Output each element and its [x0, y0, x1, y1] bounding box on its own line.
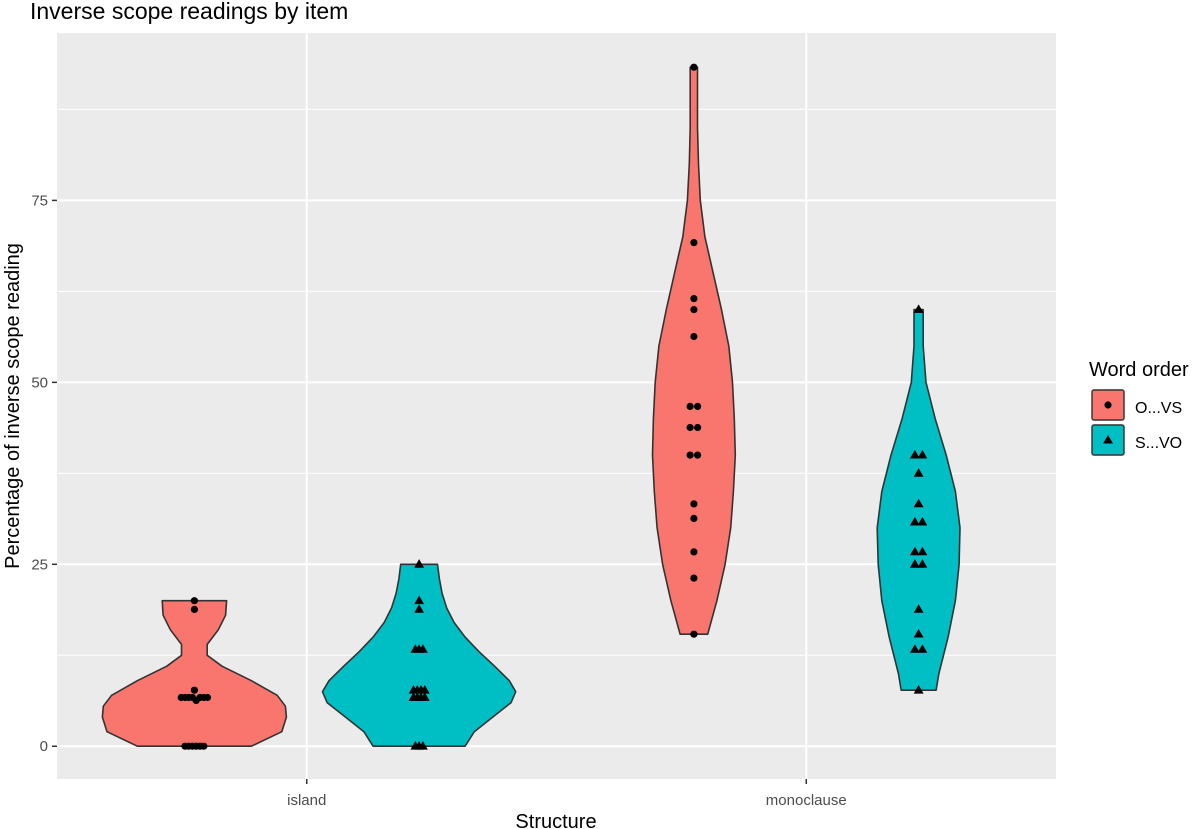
data-point [917, 644, 928, 653]
data-point [690, 306, 698, 314]
data-point [203, 693, 212, 702]
data-point [909, 559, 920, 568]
violin-ovs-island [101, 599, 288, 747]
data-point [690, 295, 698, 303]
x-tick-label: monoclause [766, 792, 847, 809]
data-point [686, 402, 694, 410]
data-point [690, 63, 698, 71]
data-point [690, 500, 698, 508]
data-point [909, 449, 920, 459]
data-point [686, 451, 694, 459]
y-tick-label: 25 [31, 556, 48, 573]
data-point [418, 741, 428, 750]
legend-title: Word order [1089, 359, 1189, 381]
data-point [192, 696, 200, 705]
y-axis: 0 25 50 75 [31, 192, 57, 755]
y-axis-title: Percentage of inverse scope reading [2, 243, 24, 569]
data-point [414, 604, 425, 613]
data-point [690, 574, 698, 582]
data-point [909, 546, 920, 556]
data-point [190, 605, 198, 614]
data-point [190, 686, 198, 694]
y-tick-label: 0 [40, 738, 48, 755]
data-point [913, 604, 924, 613]
data-point [917, 546, 928, 556]
plot-panel [57, 33, 1056, 779]
chart-title: Inverse scope readings by item [30, 0, 348, 24]
grid-lines [57, 33, 1056, 779]
x-tick-label: island [287, 792, 326, 809]
violins-layer [101, 66, 961, 747]
data-point [690, 332, 698, 341]
y-tick-label: 50 [31, 374, 48, 391]
data-point [419, 685, 430, 694]
data-point [690, 548, 698, 556]
data-point [414, 595, 425, 605]
data-point [690, 239, 698, 247]
data-point [917, 559, 928, 568]
y-tick-label: 75 [31, 192, 48, 209]
violin-svo-island [321, 563, 517, 747]
data-point [694, 451, 702, 459]
x-axis-title: Structure [515, 811, 596, 829]
points-layer [177, 63, 928, 750]
data-point [419, 692, 430, 701]
legend-label-ovs: O...VS [1135, 400, 1182, 417]
data-point [913, 304, 924, 313]
data-point [694, 423, 702, 432]
data-point [909, 644, 920, 653]
legend-marker [1103, 435, 1113, 444]
data-point [913, 629, 924, 638]
legend: Word order O...VS S...VO [1089, 359, 1189, 456]
data-point [686, 423, 694, 432]
legend-marker [1104, 401, 1112, 409]
legend-label-svo: S...VO [1135, 435, 1182, 452]
legend-keys [1091, 389, 1125, 456]
data-point [190, 597, 198, 605]
data-point [181, 742, 189, 750]
data-point [418, 644, 428, 653]
data-point [200, 742, 208, 750]
data-point [917, 516, 928, 526]
data-point [690, 514, 698, 523]
x-axis: island monoclause [287, 779, 847, 809]
data-point [913, 498, 924, 508]
data-point [913, 468, 924, 477]
data-point [909, 516, 920, 526]
data-point [690, 630, 698, 638]
data-point [913, 685, 924, 694]
data-point [917, 449, 928, 459]
violin-ovs-monoclause [651, 66, 737, 635]
data-point [414, 559, 425, 568]
data-point [694, 402, 702, 410]
